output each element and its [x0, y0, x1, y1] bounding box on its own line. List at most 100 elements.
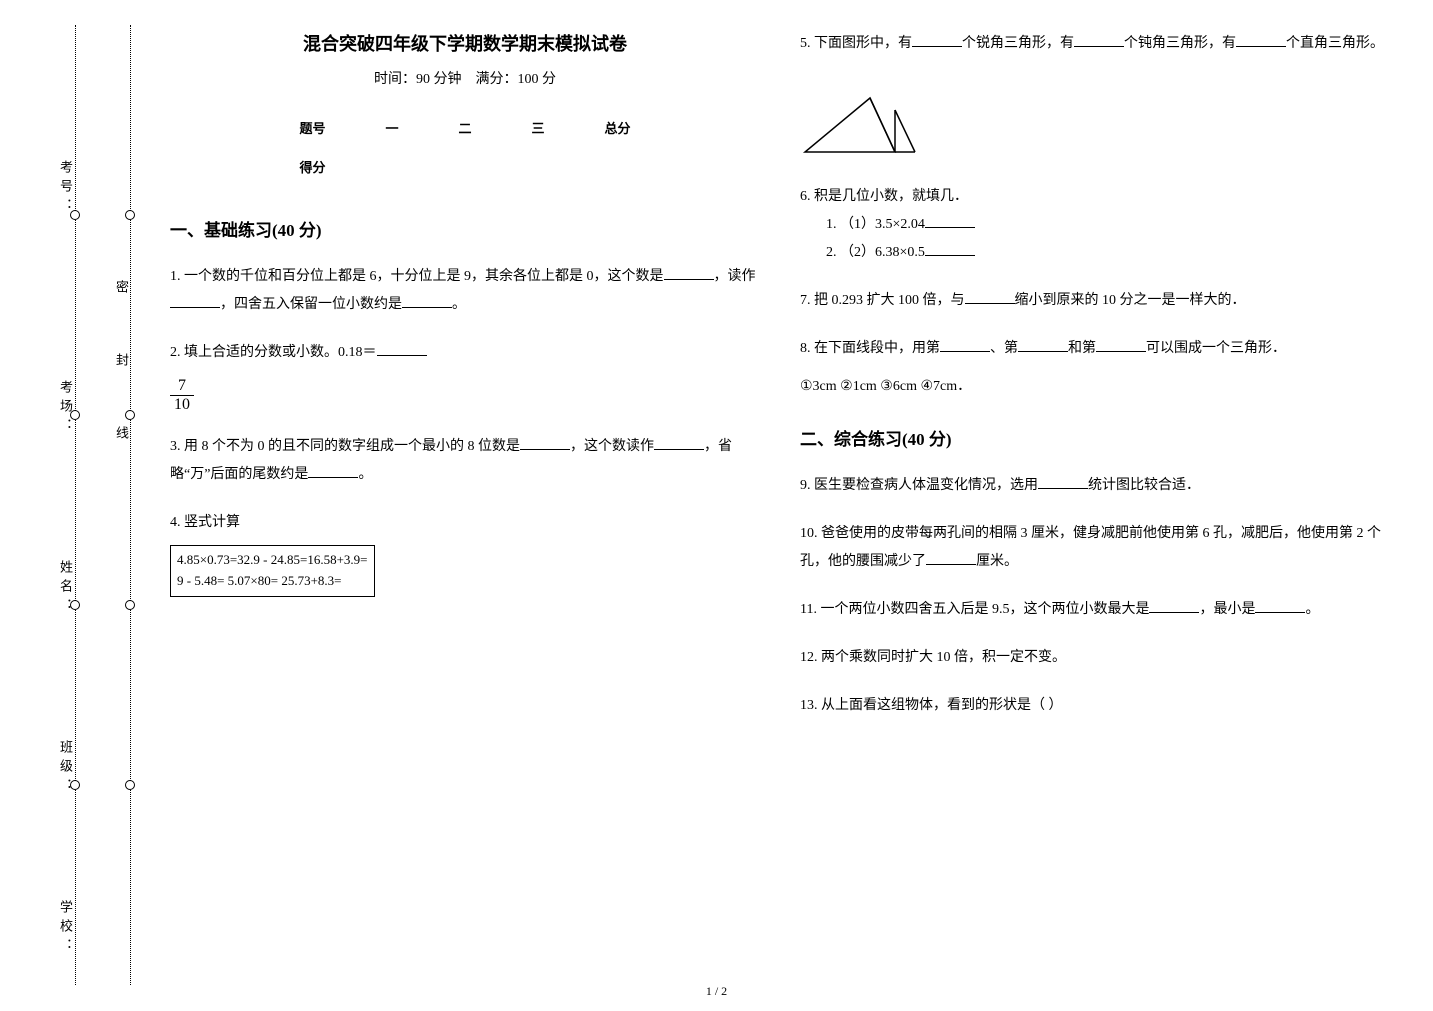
paper-title: 混合突破四年级下学期数学期末模拟试卷 [170, 30, 760, 56]
q6-i1-text: （1）3.5×2.04 [840, 217, 925, 232]
question-5: 5. 下面图形中，有 个锐角三角形，有 个钝角三角形，有 个直角三角形。 [800, 30, 1390, 58]
margin-label-id: 考号： [56, 160, 75, 217]
blank [925, 212, 975, 228]
blank [1255, 597, 1305, 613]
q8-text-b: 、第 [990, 341, 1018, 356]
binding-margin: 学校： 班级： 姓名： 考场： 考号： 密封线 [0, 0, 150, 1011]
question-7: 7. 把 0.293 扩大 100 倍，与缩小到原来的 10 分之一是一样大的． [800, 287, 1390, 315]
question-10: 10. 爸爸使用的皮带每两孔间的相隔 3 厘米，健身减肥前他使用第 6 孔，减肥… [800, 520, 1390, 576]
seal-line-text: 密封线 [112, 280, 131, 499]
section-2-heading: 二、综合练习(40 分) [800, 425, 1390, 450]
blank [1018, 336, 1068, 352]
score-col-total: 总分 [575, 108, 661, 147]
question-13: 13. 从上面看这组物体，看到的形状是（ ） [800, 692, 1390, 720]
score-table: 题号 一 二 三 总分 得分 [269, 108, 660, 186]
blank [965, 288, 1015, 304]
blank [1074, 31, 1124, 47]
blank [377, 340, 427, 356]
blank [1096, 336, 1146, 352]
margin-label-name: 姓名： [56, 560, 75, 617]
calc-box: 4.85×0.73=32.9 - 24.85=16.58+3.9= 9 - 5.… [170, 545, 375, 597]
q11-text-a: 11. 一个两位小数四舍五入后是 9.5，这个两位小数最大是 [800, 602, 1149, 617]
blank [402, 292, 452, 308]
q9-text-a: 9. 医生要检查病人体温变化情况，选用 [800, 478, 1038, 493]
blank [940, 336, 990, 352]
triangle-figure [800, 90, 930, 160]
q9-text-b: 统计图比较合适． [1088, 478, 1200, 493]
q8-text-d: 可以围成一个三角形． [1146, 341, 1286, 356]
score-col-label: 题号 [269, 108, 355, 147]
margin-label-class: 班级： [56, 740, 75, 797]
q10-text-a: 10. 爸爸使用的皮带每两孔间的相隔 3 厘米，健身减肥前他使用第 6 孔，减肥… [800, 526, 1381, 569]
q6-i2-text: （2）6.38×0.5 [840, 245, 925, 260]
dotted-line-outer [75, 25, 76, 985]
q5-text-d: 个直角三角形。 [1286, 36, 1384, 51]
blank [654, 434, 704, 450]
column-right: 5. 下面图形中，有 个锐角三角形，有 个钝角三角形，有 个直角三角形。 6. 积是几… [800, 30, 1390, 740]
margin-label-room: 考场： [56, 380, 75, 437]
q5-text-c: 个钝角三角形，有 [1124, 36, 1236, 51]
page-content: 混合突破四年级下学期数学期末模拟试卷 时间：90 分钟 满分：100 分 题号 … [170, 30, 1410, 740]
q11-text-b: ，最小是 [1199, 602, 1255, 617]
q5-text-b: 个锐角三角形，有 [962, 36, 1074, 51]
binding-circle [125, 600, 135, 610]
q8-text-a: 8. 在下面线段中，用第 [800, 341, 940, 356]
question-4: 4. 竖式计算 4.85×0.73=32.9 - 24.85=16.58+3.9… [170, 509, 760, 597]
blank [664, 264, 714, 280]
q10-text-b: 厘米。 [976, 554, 1018, 569]
score-cell [502, 147, 575, 186]
q6-item-2: （2）6.38×0.5 [840, 239, 1390, 267]
q1-text-b: ，读作 [714, 269, 756, 284]
question-3: 3. 用 8 个不为 0 的且不同的数字组成一个最小的 8 位数是，这个数读作，… [170, 433, 760, 489]
q8-text-c: 和第 [1068, 341, 1096, 356]
blank [925, 240, 975, 256]
paper-subtitle: 时间：90 分钟 满分：100 分 [170, 68, 760, 88]
section-1-heading: 一、基础练习(40 分) [170, 216, 760, 241]
fraction-numerator: 7 [170, 377, 194, 396]
blank [308, 462, 358, 478]
q3-text-b: ，这个数读作 [570, 439, 654, 454]
score-cell [575, 147, 661, 186]
question-6: 6. 积是几位小数，就填几． （1）3.5×2.04 （2）6.38×0.5 [800, 183, 1390, 267]
q1-text-c: ，四舍五入保留一位小数约是 [220, 297, 402, 312]
dotted-line-inner [130, 25, 131, 985]
calc-line-1: 4.85×0.73=32.9 - 24.85=16.58+3.9= [177, 550, 368, 571]
blank [170, 292, 220, 308]
blank [1236, 31, 1286, 47]
q6-label: 6. 积是几位小数，就填几． [800, 183, 1390, 211]
q6-sublist: （1）3.5×2.04 （2）6.38×0.5 [840, 211, 1390, 267]
question-1: 1. 一个数的千位和百分位上都是 6，十分位上是 9，其余各位上都是 0，这个数… [170, 263, 760, 319]
calc-line-2: 9 - 5.48= 5.07×80= 25.73+8.3= [177, 571, 368, 592]
page-number: 1 / 2 [0, 984, 1433, 999]
q6-item-1: （1）3.5×2.04 [840, 211, 1390, 239]
margin-label-school: 学校： [56, 900, 75, 957]
q7-text-b: 缩小到原来的 10 分之一是一样大的． [1015, 293, 1246, 308]
blank [926, 549, 976, 565]
blank [1149, 597, 1199, 613]
question-8: 8. 在下面线段中，用第 、第 和第 可以围成一个三角形． ①3cm ②1cm ③6c… [800, 335, 1390, 401]
q3-text-a: 3. 用 8 个不为 0 的且不同的数字组成一个最小的 8 位数是 [170, 439, 520, 454]
q8-options: ①3cm ②1cm ③6cm ④7cm． [800, 373, 1390, 401]
score-row-label: 得分 [269, 147, 355, 186]
column-left: 混合突破四年级下学期数学期末模拟试卷 时间：90 分钟 满分：100 分 题号 … [170, 30, 760, 740]
fraction-denominator: 10 [170, 396, 194, 414]
q2-text: 2. 填上合适的分数或小数。0.18＝ [170, 345, 377, 360]
blank [1038, 473, 1088, 489]
binding-circle [125, 210, 135, 220]
score-col-3: 三 [502, 108, 575, 147]
q1-text-d: 。 [452, 297, 466, 312]
score-cell [428, 147, 501, 186]
score-cell [355, 147, 428, 186]
q5-text-a: 5. 下面图形中，有 [800, 36, 912, 51]
score-col-1: 一 [355, 108, 428, 147]
q4-label: 4. 竖式计算 [170, 509, 760, 537]
q11-text-c: 。 [1305, 602, 1319, 617]
binding-circle [125, 780, 135, 790]
q1-text-a: 1. 一个数的千位和百分位上都是 6，十分位上是 9，其余各位上都是 0，这个数… [170, 269, 664, 284]
question-2: 2. 填上合适的分数或小数。0.18＝ 7 10 [170, 339, 760, 413]
question-12: 12. 两个乘数同时扩大 10 倍，积一定不变。 [800, 644, 1390, 672]
fraction-7-10: 7 10 [170, 377, 194, 413]
q3-text-d: 。 [358, 467, 372, 482]
blank [912, 31, 962, 47]
question-9: 9. 医生要检查病人体温变化情况，选用 统计图比较合适． [800, 472, 1390, 500]
